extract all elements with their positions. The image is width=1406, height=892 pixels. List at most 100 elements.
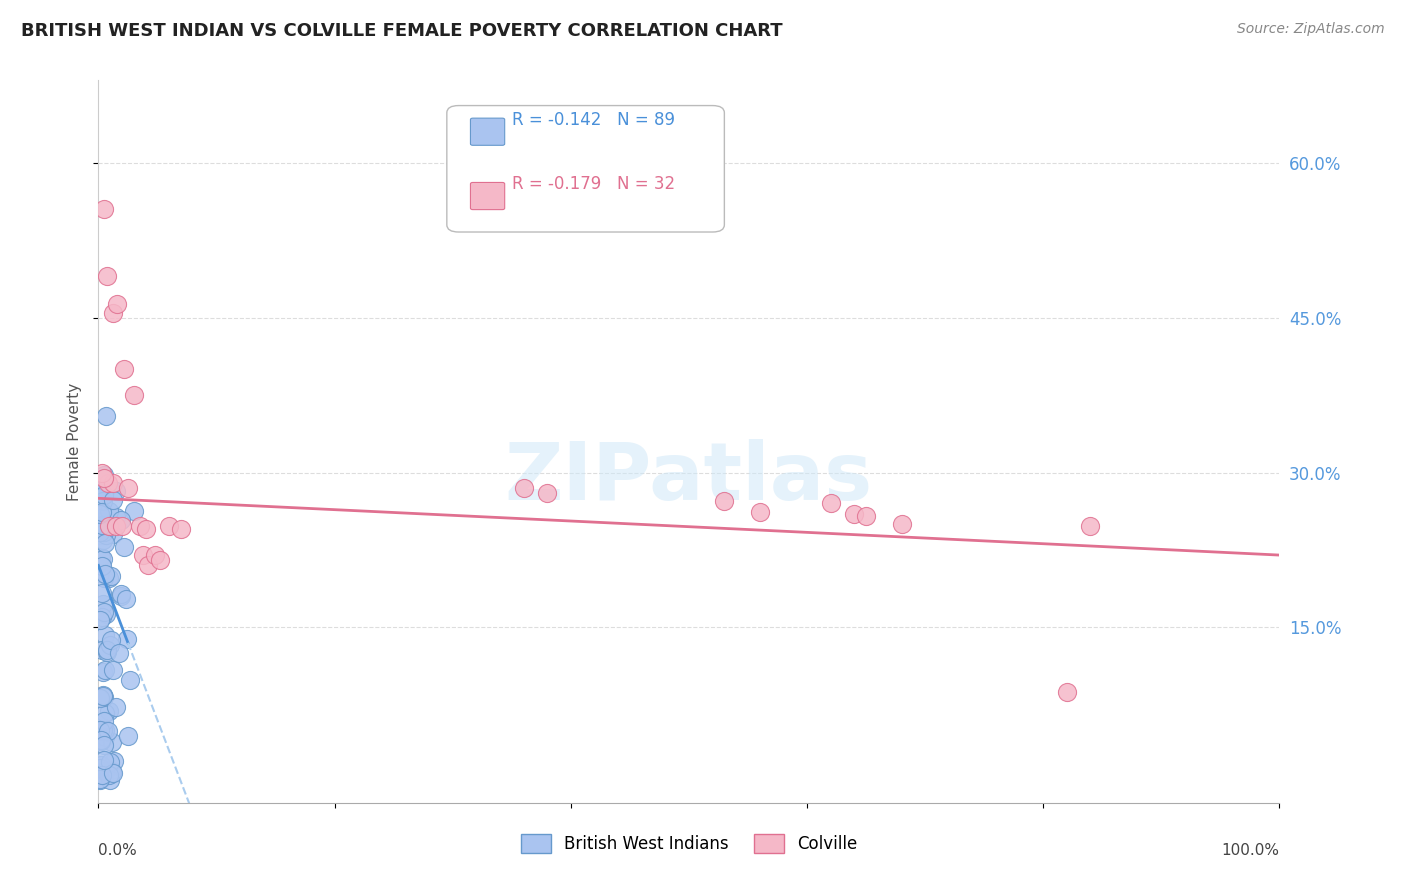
Point [98,772,121,787]
Point [97,504,120,518]
Point [748,505,770,519]
Point [91,723,114,737]
Point [128,519,150,533]
Point [1080,519,1102,533]
Point [93,521,115,535]
Point [89,772,111,786]
Point [89,613,111,627]
Point [111,519,134,533]
Point [157,519,180,533]
Point [94,764,117,779]
Point [91,505,114,519]
Point [120,673,142,687]
Point [93,688,115,702]
FancyBboxPatch shape [471,118,505,145]
Point [98,571,121,585]
Point [89,772,111,787]
Point [90,473,112,487]
Point [713,494,735,508]
Point [91,610,114,624]
Point [105,483,128,498]
Point [97,724,120,739]
Point [112,540,135,554]
Point [89,566,111,581]
Point [93,571,115,585]
Point [91,533,114,547]
Point [101,493,124,508]
Point [91,597,114,611]
Point [93,753,115,767]
Point [93,738,115,752]
Point [93,690,115,705]
Point [96,269,118,284]
Point [94,409,117,423]
FancyBboxPatch shape [447,105,724,232]
Point [103,765,125,780]
Point [98,756,121,770]
Point [844,507,866,521]
Point [96,528,118,542]
FancyBboxPatch shape [471,183,505,210]
Point [94,607,117,622]
Point [89,507,111,521]
Point [90,758,112,772]
Point [90,733,112,747]
Point [93,552,115,566]
Point [110,587,132,601]
Point [96,645,118,659]
Point [93,471,115,485]
Point [93,484,115,499]
Point [512,481,534,495]
Point [101,527,124,541]
Point [132,548,155,562]
Point [94,663,117,677]
Point [98,519,121,533]
Point [101,664,124,678]
Point [91,665,114,679]
Point [101,475,124,490]
Point [93,605,115,619]
Point [90,518,112,533]
Point [93,488,115,502]
Point [96,643,118,657]
Point [101,764,124,779]
Point [112,362,135,376]
Legend: British West Indians, Colville: British West Indians, Colville [515,827,863,860]
Point [143,548,166,562]
Point [115,632,138,646]
Point [105,519,128,533]
Point [93,202,115,217]
Point [124,504,146,518]
Point [90,734,112,748]
Point [104,509,127,524]
Point [94,566,117,581]
Text: R = -0.179   N = 32: R = -0.179 N = 32 [512,176,675,194]
Point [93,714,115,728]
Point [100,763,122,777]
Point [110,590,132,604]
Text: ZIPatlas: ZIPatlas [505,439,873,516]
Point [89,528,111,542]
Point [122,388,145,402]
Point [94,483,117,498]
Point [93,690,115,704]
Point [100,633,122,648]
Point [91,493,114,508]
Point [1056,685,1078,699]
Point [90,768,112,782]
Point [93,723,115,737]
Text: 0.0%: 0.0% [98,843,138,857]
Point [89,524,111,538]
Text: Source: ZipAtlas.com: Source: ZipAtlas.com [1237,22,1385,37]
Point [108,646,131,660]
Point [93,524,115,539]
Y-axis label: Female Poverty: Female Poverty [67,383,83,500]
Text: 100.0%: 100.0% [1222,843,1279,857]
Point [104,700,127,714]
Point [100,735,122,749]
Point [90,559,112,574]
Point [110,513,132,527]
Point [536,486,558,500]
Point [855,508,877,523]
Text: R = -0.142   N = 89: R = -0.142 N = 89 [512,111,675,129]
